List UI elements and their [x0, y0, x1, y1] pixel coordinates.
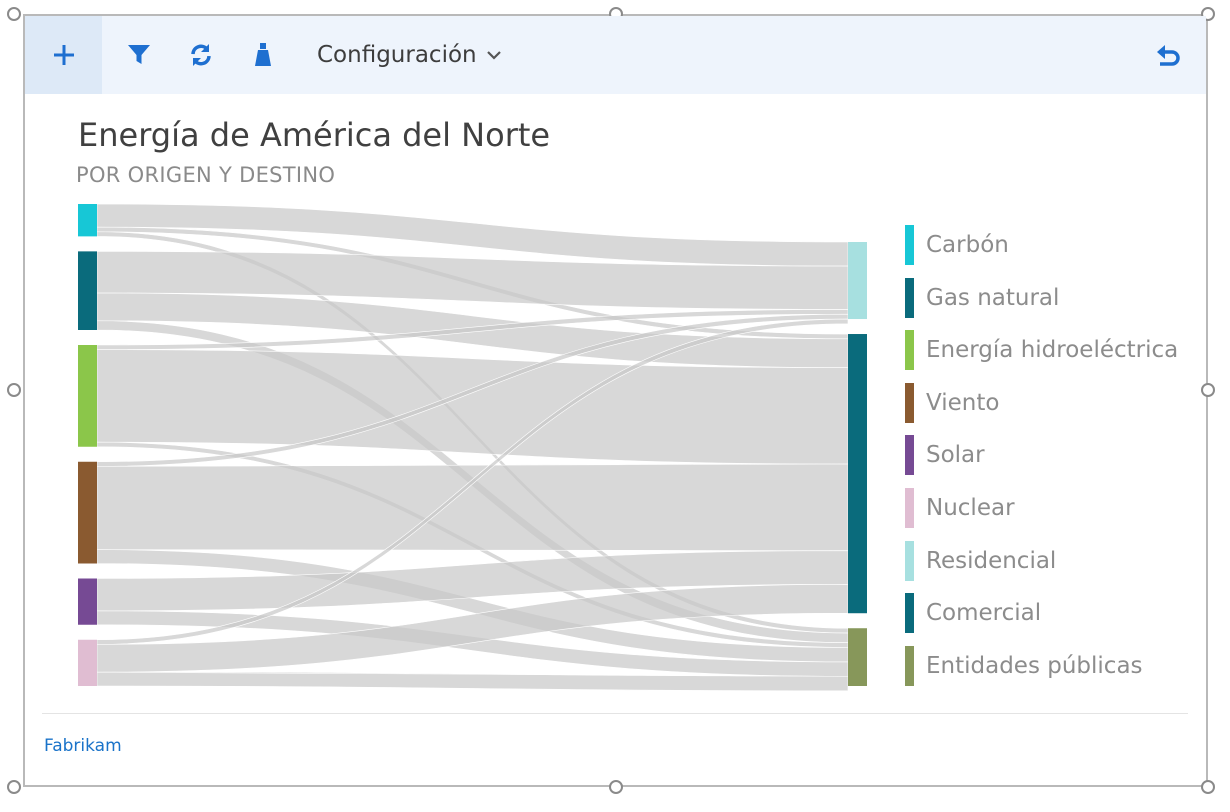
- undo-icon: [1157, 45, 1180, 66]
- sankey-source-node-viento[interactable]: [78, 461, 97, 564]
- sankey-chart: [78, 203, 867, 692]
- brush-icon: [255, 43, 271, 66]
- chevron-down-icon: [486, 51, 501, 60]
- sankey-source-node-nuclear[interactable]: [78, 639, 97, 686]
- refresh-icon: [191, 44, 211, 66]
- legend-label: Entidades públicas: [926, 652, 1143, 679]
- undo-button[interactable]: [1148, 16, 1188, 94]
- legend-swatch: [905, 435, 914, 476]
- legend-label: Energía hidroeléctrica: [926, 337, 1179, 364]
- legend-swatch: [905, 277, 914, 318]
- filter-icon: [128, 45, 150, 64]
- legend-swatch: [905, 488, 914, 528]
- sankey-source-node-solar[interactable]: [78, 578, 97, 625]
- legend-item-residencial[interactable]: Residencial: [905, 540, 1057, 581]
- legend-swatch: [905, 593, 914, 634]
- add-button[interactable]: [25, 16, 102, 94]
- legend-item-nuclear[interactable]: Nuclear: [905, 488, 1015, 528]
- footer-divider: [42, 713, 1188, 714]
- legend-label: Carbón: [926, 232, 1009, 258]
- sankey-link-energia-hidroelectrica-to-comercial[interactable]: [96, 349, 849, 465]
- legend-swatch: [905, 645, 914, 686]
- legend-label: Viento: [926, 389, 1000, 416]
- legend-swatch: [905, 225, 914, 265]
- configuration-menu[interactable]: Configuración: [317, 16, 501, 94]
- sankey-target-node-entidades-publicas[interactable]: [848, 628, 867, 686]
- resize-handle-right[interactable]: [1201, 383, 1215, 397]
- plus-icon: [53, 45, 74, 65]
- legend-swatch: [905, 382, 914, 423]
- sankey-link-nuclear-to-comercial[interactable]: [96, 584, 849, 673]
- legend-item-carbon[interactable]: Carbón: [905, 225, 1009, 265]
- resize-handle-bottom-right[interactable]: [1201, 780, 1215, 794]
- legend-item-entidades-publicas[interactable]: Entidades públicas: [905, 645, 1143, 686]
- sankey-target-node-comercial[interactable]: [848, 334, 867, 614]
- legend-swatch: [905, 540, 914, 581]
- sankey-source-node-energia-hidroelectrica[interactable]: [78, 345, 97, 447]
- legend-item-gas-natural[interactable]: Gas natural: [905, 277, 1060, 318]
- legend-item-comercial[interactable]: Comercial: [905, 593, 1042, 634]
- sankey-target-node-residencial[interactable]: [848, 242, 867, 320]
- format-brush-button[interactable]: [243, 16, 283, 94]
- refresh-button[interactable]: [181, 16, 221, 94]
- chart-title: Energía de América del Norte: [78, 116, 551, 154]
- legend-label: Comercial: [926, 600, 1042, 627]
- legend-item-solar[interactable]: Solar: [905, 435, 985, 476]
- resize-handle-bottom[interactable]: [609, 780, 623, 794]
- legend-label: Residencial: [926, 547, 1057, 574]
- footer-link[interactable]: Fabrikam: [44, 736, 122, 756]
- resize-handle-left[interactable]: [7, 383, 21, 397]
- legend-swatch: [905, 330, 914, 371]
- sankey-link-viento-to-comercial[interactable]: [96, 463, 849, 551]
- sankey-link-nuclear-to-entidades-publicas[interactable]: [96, 671, 849, 692]
- legend-item-viento[interactable]: Viento: [905, 382, 1000, 423]
- legend-label: Nuclear: [926, 495, 1015, 521]
- sankey-source-node-carbon[interactable]: [78, 204, 97, 237]
- sankey-source-node-gas-natural[interactable]: [78, 251, 97, 330]
- legend-label: Solar: [926, 442, 985, 469]
- configuration-label: Configuración: [317, 42, 477, 68]
- legend-item-energia-hidroelectrica[interactable]: Energía hidroeléctrica: [905, 330, 1179, 371]
- toolbar: Configuración: [25, 16, 1206, 94]
- resize-handle-top-left[interactable]: [7, 7, 21, 21]
- sankey-link-nuclear-to-residencial[interactable]: [96, 318, 849, 645]
- chart-subtitle: POR ORIGEN Y DESTINO: [76, 163, 336, 187]
- legend-label: Gas natural: [926, 284, 1060, 311]
- filter-button[interactable]: [119, 16, 159, 94]
- resize-handle-bottom-left[interactable]: [7, 780, 21, 794]
